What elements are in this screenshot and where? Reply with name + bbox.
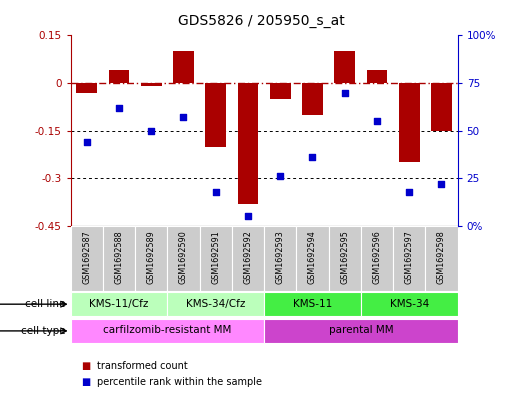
Point xyxy=(179,114,188,121)
Text: ■: ■ xyxy=(81,361,90,371)
Point xyxy=(244,213,252,220)
Bar xyxy=(71,292,167,316)
Bar xyxy=(264,319,458,343)
Text: GSM1692592: GSM1692592 xyxy=(244,230,253,284)
Bar xyxy=(135,226,167,291)
Point xyxy=(340,90,349,96)
Bar xyxy=(205,83,226,147)
Text: cell type: cell type xyxy=(21,326,65,336)
Bar xyxy=(270,83,291,99)
Bar xyxy=(334,51,355,83)
Text: parental MM: parental MM xyxy=(328,325,393,335)
Point xyxy=(437,181,446,187)
Point xyxy=(147,127,155,134)
Bar xyxy=(264,292,361,316)
Text: GDS5826 / 205950_s_at: GDS5826 / 205950_s_at xyxy=(178,14,345,28)
Text: carfilzomib-resistant MM: carfilzomib-resistant MM xyxy=(103,325,232,335)
Bar xyxy=(173,51,194,83)
Bar xyxy=(297,226,328,291)
Text: GSM1692588: GSM1692588 xyxy=(115,230,123,284)
Point xyxy=(309,154,317,160)
Point xyxy=(83,139,91,145)
Text: GSM1692589: GSM1692589 xyxy=(147,230,156,284)
Bar xyxy=(361,226,393,291)
Bar xyxy=(399,83,420,162)
Text: GSM1692591: GSM1692591 xyxy=(211,230,220,284)
Text: cell line: cell line xyxy=(25,299,65,309)
Text: GSM1692595: GSM1692595 xyxy=(340,230,349,284)
Text: GSM1692590: GSM1692590 xyxy=(179,230,188,284)
Bar xyxy=(108,70,130,83)
Text: KMS-11: KMS-11 xyxy=(293,299,332,309)
Text: GSM1692596: GSM1692596 xyxy=(372,230,381,284)
Point xyxy=(115,105,123,111)
Bar xyxy=(167,292,264,316)
Bar xyxy=(264,226,297,291)
Point xyxy=(373,118,381,124)
Text: KMS-34: KMS-34 xyxy=(390,299,429,309)
Text: GSM1692587: GSM1692587 xyxy=(82,230,91,284)
Point xyxy=(276,173,285,180)
Text: GSM1692593: GSM1692593 xyxy=(276,230,285,284)
Text: GSM1692598: GSM1692598 xyxy=(437,230,446,284)
Bar xyxy=(431,83,452,130)
Bar xyxy=(393,226,425,291)
Bar xyxy=(103,226,135,291)
Bar xyxy=(141,83,162,86)
Bar xyxy=(425,226,458,291)
Text: transformed count: transformed count xyxy=(97,361,188,371)
Bar xyxy=(361,292,458,316)
Bar xyxy=(167,226,200,291)
Text: KMS-34/Cfz: KMS-34/Cfz xyxy=(186,299,245,309)
Text: GSM1692597: GSM1692597 xyxy=(405,230,414,284)
Text: percentile rank within the sample: percentile rank within the sample xyxy=(97,376,262,387)
Point xyxy=(405,189,413,195)
Bar xyxy=(71,319,264,343)
Bar xyxy=(367,70,388,83)
Bar xyxy=(237,83,258,204)
Text: KMS-11/Cfz: KMS-11/Cfz xyxy=(89,299,149,309)
Text: GSM1692594: GSM1692594 xyxy=(308,230,317,284)
Bar xyxy=(302,83,323,115)
Bar xyxy=(200,226,232,291)
Bar xyxy=(328,226,361,291)
Bar xyxy=(232,226,264,291)
Bar xyxy=(76,83,97,93)
Point xyxy=(211,189,220,195)
Bar xyxy=(71,226,103,291)
Text: ■: ■ xyxy=(81,376,90,387)
